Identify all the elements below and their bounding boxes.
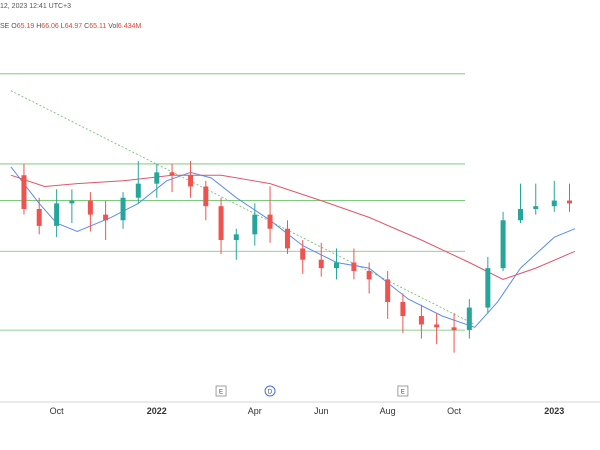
- candle-body: [120, 197, 126, 221]
- candle-body: [485, 268, 491, 308]
- event-marker-earnings: [215, 385, 227, 397]
- candle-body: [533, 206, 539, 209]
- candle-body: [333, 262, 339, 269]
- candle-body: [21, 175, 27, 209]
- candle-body: [551, 200, 557, 207]
- open-label: O: [11, 23, 17, 30]
- event-marker-label: D: [268, 390, 273, 396]
- close-value: 65.11: [89, 23, 107, 30]
- candle-body: [36, 209, 42, 226]
- open-value: 65.19: [16, 23, 35, 30]
- trendline: [10, 90, 475, 325]
- ohlc-readout: SE O65.19 H66.06 L64.97 C65.11 Vol6.434M: [0, 23, 141, 30]
- candle-body: [233, 234, 239, 240]
- x-tick-label: Aug: [380, 406, 396, 416]
- candle-body: [188, 175, 194, 187]
- candle-body: [518, 209, 524, 221]
- candle-body: [87, 200, 93, 215]
- event-marker-label: E: [219, 390, 223, 396]
- candle-body: [135, 183, 141, 198]
- candle-body: [434, 324, 440, 328]
- chart-header: 12, 2023 12:41 UTC+3 SE O65.19 H66.06 L6…: [0, 0, 600, 36]
- candle-body: [366, 270, 372, 280]
- candle-body: [400, 301, 406, 317]
- x-tick-label: 2022: [147, 406, 167, 416]
- candle-body: [154, 172, 160, 184]
- candle-body: [169, 172, 175, 176]
- candle-body: [418, 316, 424, 325]
- close-label: C: [84, 23, 90, 30]
- moving-average-line-1: [10, 174, 576, 280]
- candle-body: [466, 307, 472, 331]
- event-marker-label: E: [401, 390, 405, 396]
- high-value: 66.06: [41, 23, 59, 30]
- candle-body: [69, 200, 75, 204]
- candle-body: [318, 259, 324, 269]
- x-tick-label: 2023: [544, 406, 564, 416]
- event-marker-earnings: [397, 385, 409, 397]
- low-value: 64.97: [64, 23, 83, 30]
- candle-body: [252, 214, 258, 235]
- candle-body: [567, 200, 573, 204]
- event-marker-dividend: [264, 385, 276, 397]
- x-tick-label: Oct: [447, 406, 462, 416]
- low-label: L: [60, 23, 65, 30]
- volume-label: Vol: [108, 23, 118, 30]
- candle-body: [218, 206, 224, 240]
- candle-body: [385, 279, 391, 302]
- candle-body: [54, 203, 60, 226]
- candle-body: [300, 248, 306, 260]
- candle-body: [451, 327, 457, 331]
- candle-body: [103, 214, 109, 221]
- candle-body: [203, 186, 209, 207]
- candle-body: [284, 228, 290, 249]
- candle-body: [267, 214, 273, 229]
- timestamp-label: 12, 2023 12:41 UTC+3: [0, 3, 72, 10]
- volume-value: 6.434M: [117, 23, 142, 30]
- candle-body: [500, 220, 506, 269]
- x-tick-label: Oct: [50, 406, 65, 416]
- x-tick-label: Apr: [248, 406, 262, 416]
- candle-body: [351, 262, 357, 271]
- exchange-label: SE: [0, 23, 10, 30]
- x-tick-label: Jun: [314, 406, 329, 416]
- high-label: H: [36, 23, 42, 30]
